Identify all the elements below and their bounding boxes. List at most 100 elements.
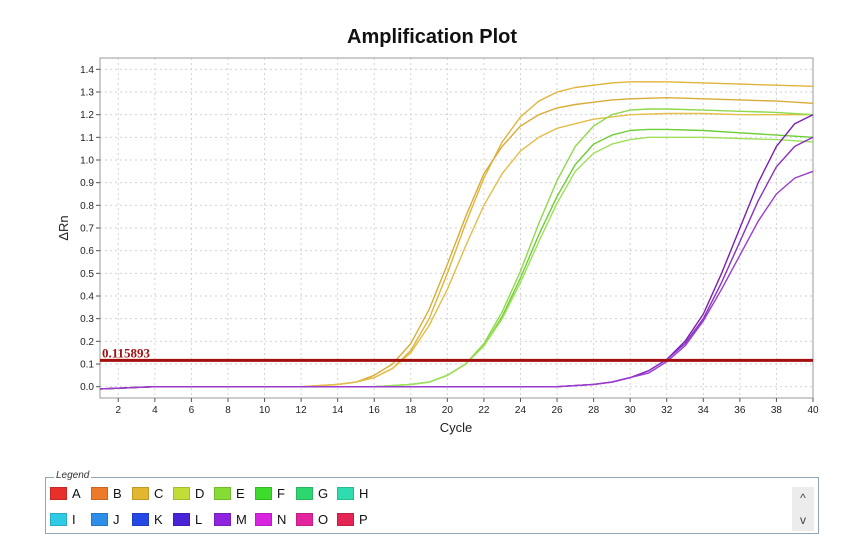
legend-swatch: [337, 513, 354, 526]
y-tick-label: 0.9: [80, 178, 94, 189]
legend-label: G: [318, 486, 329, 501]
x-tick-label: 22: [478, 405, 490, 416]
legend-item[interactable]: G: [296, 487, 337, 513]
legend-item[interactable]: B: [91, 487, 132, 513]
legend-label: I: [72, 512, 76, 527]
legend-swatch: [214, 487, 231, 500]
legend-label: C: [154, 486, 164, 501]
y-tick-label: 0.2: [80, 337, 94, 348]
legend-swatch: [296, 513, 313, 526]
legend-label: L: [195, 512, 203, 527]
y-tick-label: 0.6: [80, 246, 94, 257]
x-tick-label: 12: [296, 405, 308, 416]
amplification-curve: [99, 112, 813, 390]
y-tick-label: 1.0: [80, 156, 94, 167]
y-tick-label: 0.8: [80, 201, 94, 212]
legend-item[interactable]: O: [296, 513, 337, 539]
legend-item[interactable]: E: [214, 487, 255, 513]
legend-label: H: [359, 486, 369, 501]
legend-item[interactable]: A: [50, 487, 91, 513]
legend-panel: Legend A B C D E F G H I J K L M N O P ^ v: [45, 470, 819, 534]
legend-swatch: [337, 487, 354, 500]
legend-label: A: [72, 486, 81, 501]
y-tick-label: 0.1: [80, 360, 94, 371]
legend-swatch: [91, 487, 108, 500]
legend-item[interactable]: P: [337, 513, 378, 539]
grid-lines: [100, 58, 814, 398]
x-tick-label: 16: [369, 405, 381, 416]
legend-label: M: [236, 512, 247, 527]
legend-swatch: [255, 487, 272, 500]
amplification-curve: [99, 136, 814, 390]
x-tick-label: 6: [189, 405, 195, 416]
chart-title: Amplification Plot: [347, 26, 517, 48]
legend-grid: A B C D E F G H I J K L M N O P: [50, 487, 378, 539]
y-tick-label: 0.5: [80, 269, 94, 280]
chevron-up-icon[interactable]: ^: [800, 491, 806, 505]
x-axis-label: Cycle: [440, 420, 473, 435]
amplification-curve: [99, 136, 814, 390]
amplification-curve: [99, 96, 814, 390]
legend-item[interactable]: H: [337, 487, 378, 513]
x-tick-label: 8: [225, 405, 231, 416]
legend-item[interactable]: L: [173, 513, 214, 539]
legend-swatch: [173, 487, 190, 500]
legend-label: P: [359, 512, 368, 527]
legend-swatch: [50, 487, 67, 500]
x-tick-label: 40: [807, 405, 819, 416]
x-tick-label: 4: [152, 405, 158, 416]
legend-swatch: [214, 513, 231, 526]
y-tick-label: 0.3: [80, 314, 94, 325]
legend-label: O: [318, 512, 329, 527]
legend-item[interactable]: I: [50, 513, 91, 539]
axis-ticks: 2 4 6 8 10 12 14 16 18 20 22 24 26 28 30 32 34 36 38 400.00…: [80, 65, 819, 416]
x-tick-label: 24: [515, 405, 527, 416]
legend-item[interactable]: N: [255, 513, 296, 539]
legend-label: D: [195, 486, 205, 501]
x-tick-label: 38: [771, 405, 783, 416]
legend-title: Legend: [54, 470, 92, 481]
x-tick-label: 18: [405, 405, 417, 416]
x-tick-label: 20: [442, 405, 454, 416]
chevron-down-icon[interactable]: v: [800, 513, 806, 527]
x-tick-label: 30: [625, 405, 637, 416]
legend-swatch: [173, 513, 190, 526]
y-tick-label: 1.1: [80, 133, 94, 144]
threshold-label: 0.115893: [102, 345, 151, 360]
legend-item[interactable]: D: [173, 487, 214, 513]
legend-swatch: [132, 513, 149, 526]
legend-label: B: [113, 486, 122, 501]
legend-swatch: [50, 513, 67, 526]
amplification-curve: [99, 114, 814, 390]
legend-scrollbar[interactable]: ^ v: [792, 487, 814, 531]
legend-swatch: [91, 513, 108, 526]
amplification-curve: [99, 128, 814, 390]
legend-item[interactable]: F: [255, 487, 296, 513]
legend-item[interactable]: C: [132, 487, 173, 513]
x-tick-label: 26: [551, 405, 563, 416]
legend-item[interactable]: K: [132, 513, 173, 539]
series-lines: [99, 81, 814, 390]
amplification-chart: Amplification Plot 2 4 6 8 10 12 14 16 18 20 22 24 2…: [56, 26, 819, 435]
legend-label: F: [277, 486, 285, 501]
y-axis-label: ΔRn: [56, 215, 71, 240]
legend-label: N: [277, 512, 287, 527]
legend-label: J: [113, 512, 120, 527]
legend-swatch: [132, 487, 149, 500]
y-tick-label: 0.4: [80, 292, 94, 303]
legend-item[interactable]: M: [214, 513, 255, 539]
x-tick-label: 34: [698, 405, 710, 416]
y-tick-label: 0.0: [80, 382, 94, 393]
x-tick-label: 10: [259, 405, 271, 416]
y-tick-label: 1.3: [80, 88, 94, 99]
legend-label: K: [154, 512, 163, 527]
y-tick-label: 0.7: [80, 224, 94, 235]
legend-swatch: [255, 513, 272, 526]
legend-label: E: [236, 486, 245, 501]
x-tick-label: 2: [116, 405, 122, 416]
y-tick-label: 1.2: [80, 110, 94, 121]
amplification-curve: [99, 81, 814, 390]
legend-item[interactable]: J: [91, 513, 132, 539]
y-tick-label: 1.4: [80, 65, 94, 76]
x-tick-label: 14: [332, 405, 344, 416]
